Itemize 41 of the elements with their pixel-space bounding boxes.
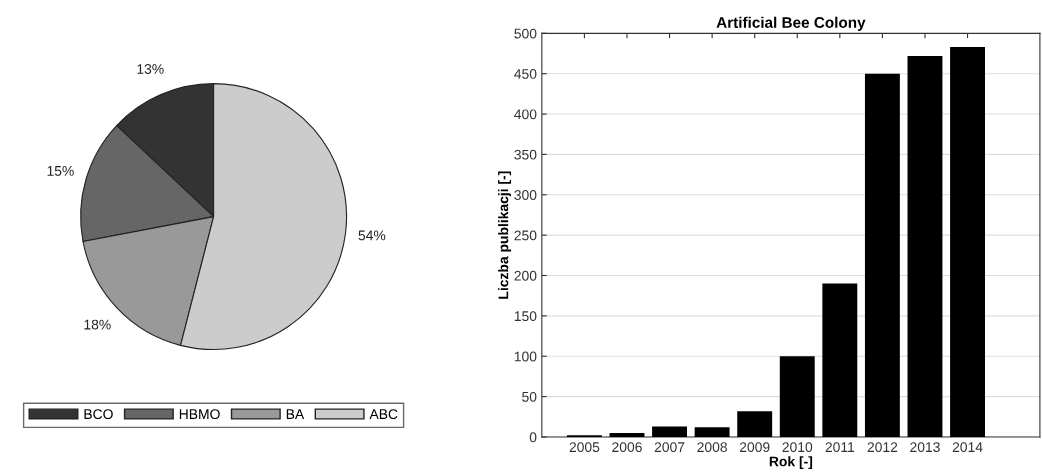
y-tick-label: 500 [514, 28, 537, 39]
bar [779, 356, 815, 437]
bar [694, 427, 730, 437]
x-tick-label: 2013 [910, 442, 940, 453]
y-tick-label: 350 [514, 149, 537, 160]
y-tick-label: 250 [514, 230, 537, 241]
x-tick-label: 2014 [952, 442, 983, 453]
x-tick-label: 2010 [782, 442, 813, 453]
y-tick-label: 300 [514, 190, 537, 200]
x-tick-label: 2005 [569, 442, 600, 453]
x-tick-label: 2007 [654, 442, 685, 453]
y-tick-label: 100 [514, 351, 537, 362]
x-tick-label: 2011 [825, 442, 855, 453]
data-label: 13% [137, 64, 164, 74]
x-axis-title: Rok [-] [769, 456, 813, 470]
data-label: 15% [47, 166, 74, 176]
legend-label: ABC [369, 409, 398, 420]
data-label: 54% [358, 230, 386, 241]
y-tick-label: 200 [514, 270, 537, 281]
data-label: 18% [84, 319, 111, 330]
bar [864, 73, 900, 437]
bar [907, 55, 943, 437]
y-tick-label: 450 [514, 69, 537, 79]
bar [950, 47, 985, 437]
x-tick-label: 2008 [697, 442, 727, 453]
legend-label: HBMO [179, 409, 220, 420]
bar [737, 411, 773, 437]
bar [609, 432, 645, 437]
bar [822, 283, 858, 437]
x-tick-label: 2009 [739, 442, 770, 453]
chart-title: Artificial Bee Colony [716, 16, 866, 31]
x-tick-label: 2006 [612, 442, 642, 453]
bar [652, 426, 688, 437]
y-axis-title: Liczba publikacji [-] [498, 171, 512, 299]
legend-label: BCO [84, 409, 113, 420]
y-tick-label: 50 [522, 391, 537, 402]
y-tick-label: 0 [529, 432, 537, 443]
legend-label: BA [286, 409, 305, 419]
x-tick-label: 2012 [867, 442, 898, 453]
y-tick-label: 400 [514, 109, 537, 120]
y-tick-label: 150 [514, 311, 537, 322]
